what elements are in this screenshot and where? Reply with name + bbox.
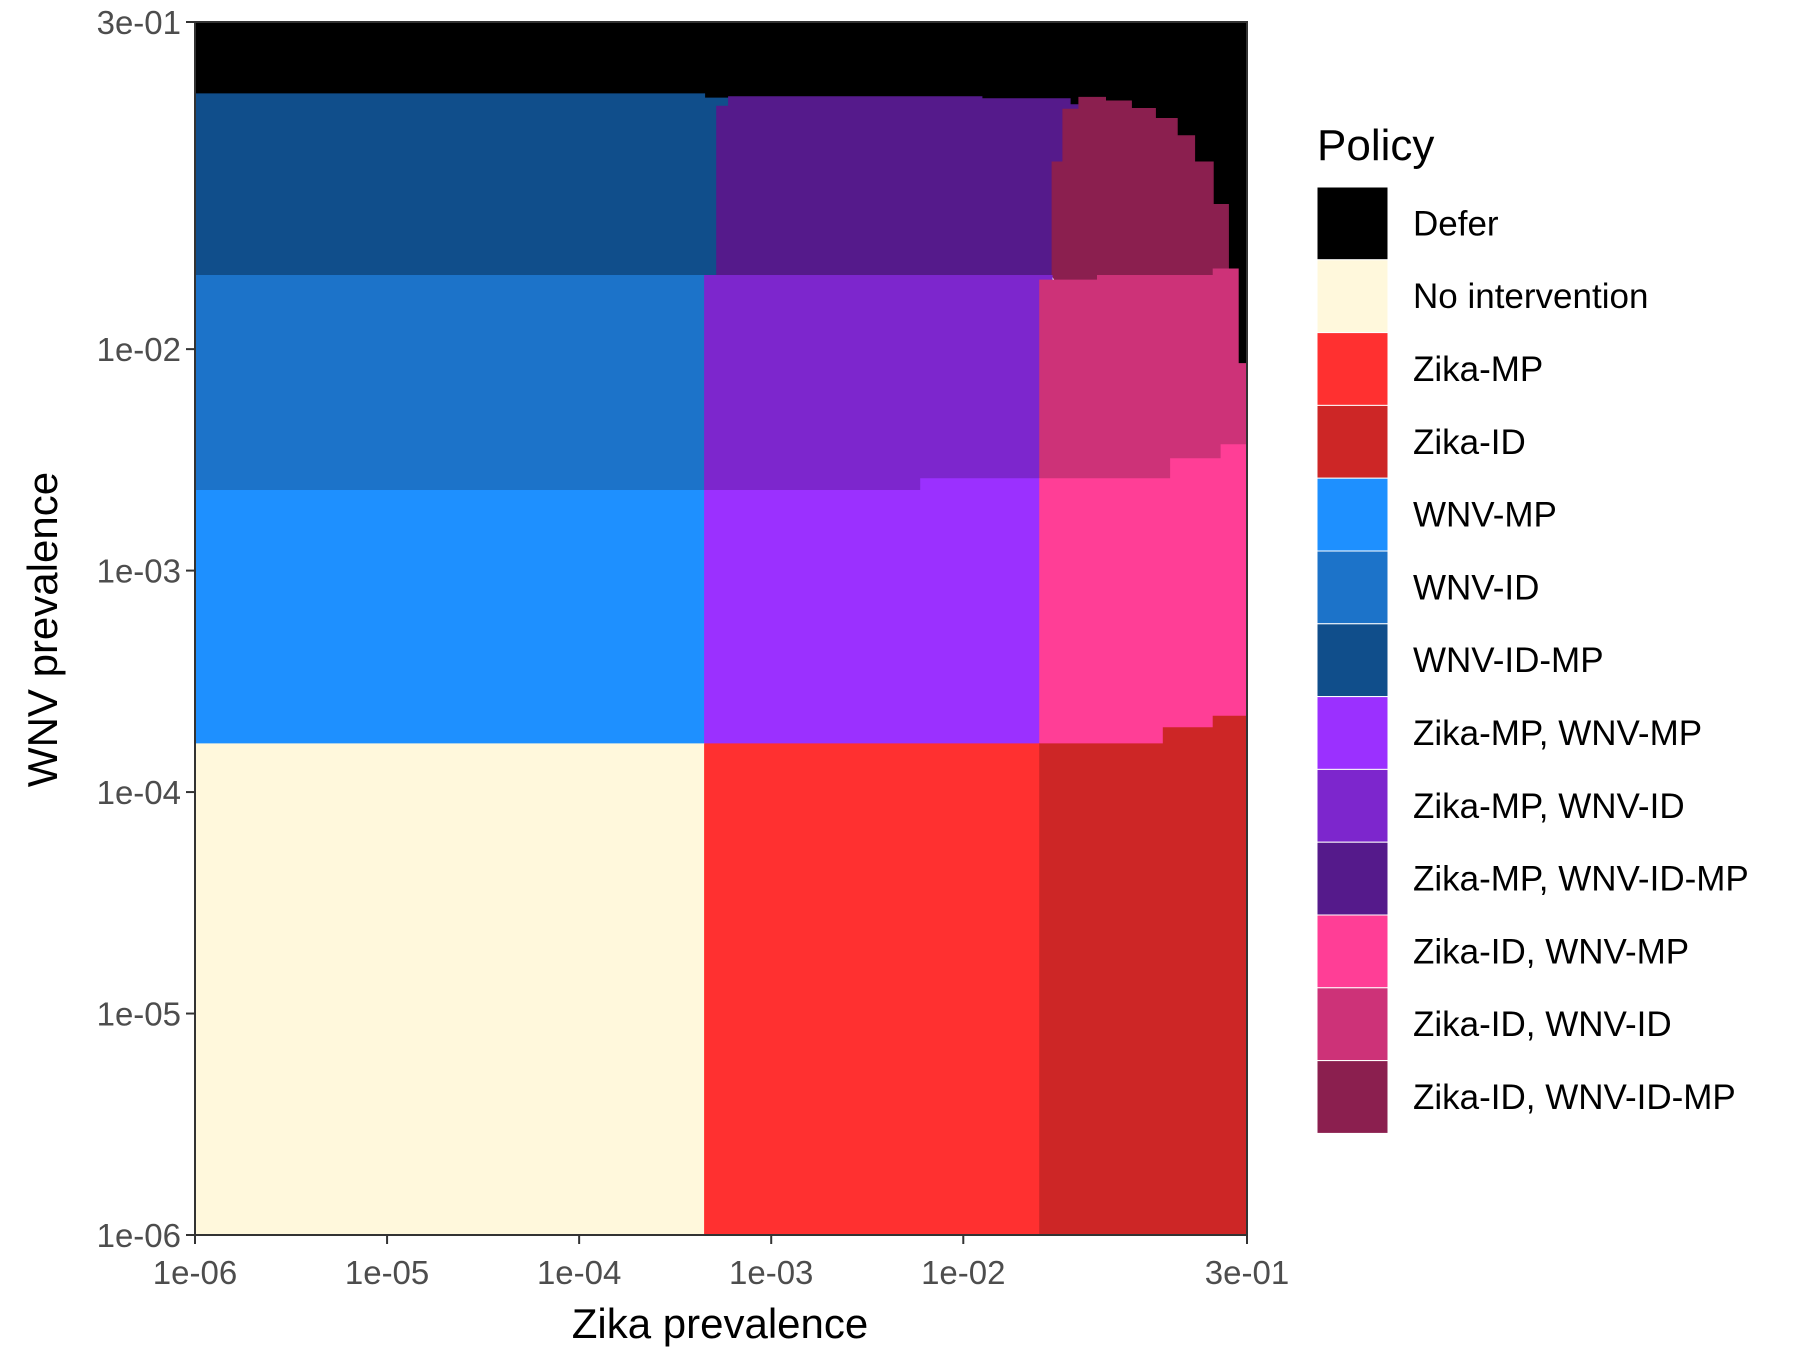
legend-item-wnv-id-mp: WNV-ID-MP — [1316, 623, 1604, 698]
x-axis-ticks: 1e-06 1e-05 1e-04 1e-03 1e-02 3e-01 — [153, 1235, 1289, 1291]
legend-key-swatch — [1316, 404, 1389, 479]
y-tick-label: 3e-01 — [97, 4, 181, 41]
legend-key-swatch — [1316, 623, 1389, 698]
region-zika-id — [1039, 715, 1248, 1236]
region-zika-mp-wnv-id — [704, 275, 1053, 491]
x-tick-label: 1e-02 — [921, 1254, 1005, 1291]
region-wnv-id — [194, 275, 706, 491]
legend-label: WNV-MP — [1413, 496, 1557, 535]
legend-key-swatch — [1316, 1060, 1389, 1134]
legend-key-swatch — [1316, 186, 1389, 261]
y-tick-label: 1e-03 — [97, 553, 181, 590]
legend-label: WNV-ID-MP — [1413, 641, 1604, 680]
legend-item-defer: Defer — [1316, 186, 1499, 261]
legend-item-zika-mp-wnv-id-mp: Zika-MP, WNV-ID-MP — [1316, 841, 1749, 916]
legend-item-zika-id: Zika-ID — [1316, 404, 1526, 479]
legend-item-zika-id-wnv-id-mp: Zika-ID, WNV-ID-MP — [1316, 1060, 1736, 1134]
y-tick-label: 1e-04 — [97, 774, 181, 811]
legend-label: Zika-MP, WNV-ID-MP — [1413, 860, 1749, 899]
legend-key-swatch — [1316, 987, 1389, 1062]
region-no-intervention — [194, 743, 706, 1236]
legend-item-zika-mp: Zika-MP — [1316, 332, 1543, 406]
x-tick-label: 1e-05 — [345, 1254, 429, 1291]
region-zika-mp-wnv-id-mp — [716, 96, 1080, 276]
y-axis-title: WNV prevalence — [19, 472, 66, 787]
legend-key-swatch — [1316, 259, 1389, 334]
region-zika-mp — [704, 743, 1041, 1236]
y-tick-label: 1e-06 — [97, 1217, 181, 1254]
plot-regions — [194, 21, 1248, 1236]
legend-key-swatch — [1316, 841, 1389, 916]
legend-label: Zika-ID, WNV-ID — [1413, 1005, 1672, 1044]
y-tick-label: 1e-05 — [97, 996, 181, 1033]
x-tick-label: 1e-03 — [729, 1254, 813, 1291]
legend-item-zika-id-wnv-mp: Zika-ID, WNV-MP — [1316, 914, 1689, 989]
legend-label: Zika-MP, WNV-ID — [1413, 787, 1685, 826]
legend-key-swatch — [1316, 477, 1389, 552]
legend-key-swatch — [1316, 550, 1389, 625]
region-zika-id-wnv-mp — [1039, 444, 1248, 745]
x-tick-label: 1e-06 — [153, 1254, 237, 1291]
legend-item-zika-mp-wnv-mp: Zika-MP, WNV-MP — [1316, 696, 1702, 770]
legend-label: Zika-ID — [1413, 423, 1526, 462]
x-tick-label: 3e-01 — [1205, 1254, 1289, 1291]
region-wnv-mp — [194, 490, 706, 745]
y-tick-label: 1e-02 — [97, 331, 181, 368]
legend-label: Zika-MP — [1413, 350, 1543, 389]
legend-title: Policy — [1317, 121, 1434, 170]
legend-label: Defer — [1413, 204, 1499, 243]
legend-label: Zika-MP, WNV-MP — [1413, 714, 1702, 753]
plot-panel-border — [194, 21, 1248, 1236]
legend-item-zika-mp-wnv-id: Zika-MP, WNV-ID — [1316, 768, 1685, 843]
legend-item-wnv-mp: WNV-MP — [1316, 477, 1557, 552]
legend-item-zika-id-wnv-id: Zika-ID, WNV-ID — [1316, 987, 1672, 1062]
legend: Defer No intervention Zika-MP Zika-ID WNV-MP… — [1316, 186, 1749, 1134]
legend-key-swatch — [1316, 696, 1389, 770]
y-axis-ticks: 1e-06 1e-05 1e-04 1e-03 1e-02 3e-01 — [97, 4, 195, 1254]
legend-label: Zika-ID, WNV-ID-MP — [1413, 1078, 1736, 1117]
legend-key-swatch — [1316, 914, 1389, 989]
legend-item-no-intervention: No intervention — [1316, 259, 1648, 334]
region-zika-mp-wnv-mp — [704, 478, 1041, 745]
x-tick-label: 1e-04 — [537, 1254, 621, 1291]
region-zika-id-wnv-id — [1039, 268, 1248, 480]
legend-label: No intervention — [1413, 277, 1648, 316]
legend-item-wnv-id: WNV-ID — [1316, 550, 1539, 625]
legend-label: WNV-ID — [1413, 568, 1539, 607]
legend-key-swatch — [1316, 768, 1389, 843]
legend-label: Zika-ID, WNV-MP — [1413, 932, 1689, 971]
x-axis-title: Zika prevalence — [572, 1300, 868, 1347]
region-wnv-id-mp — [194, 93, 730, 276]
legend-key-swatch — [1316, 332, 1389, 406]
